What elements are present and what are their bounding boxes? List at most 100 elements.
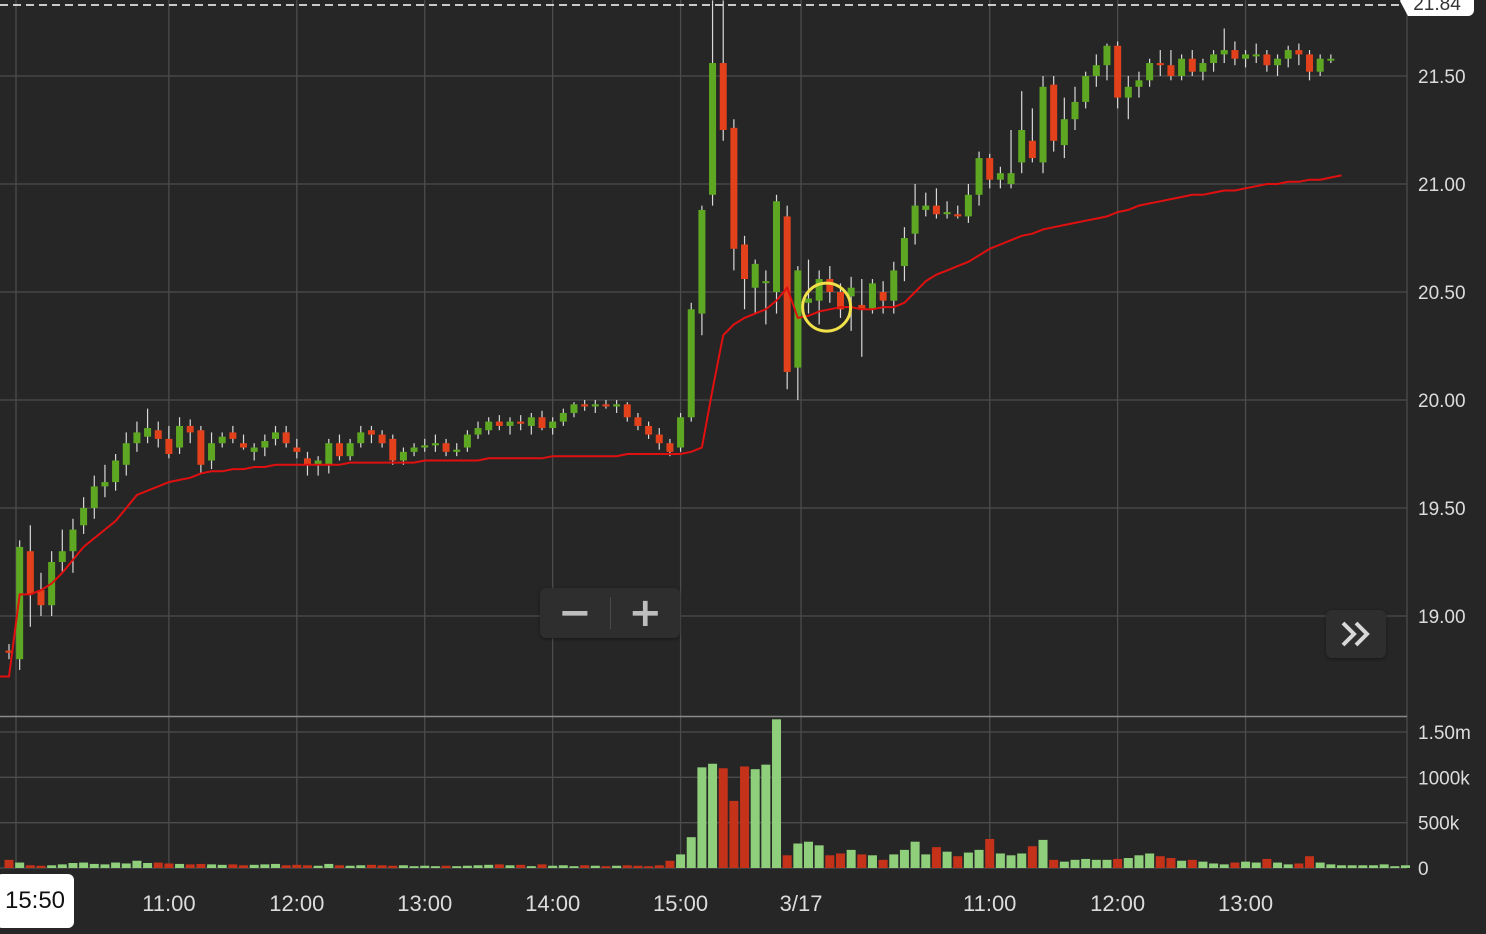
time-tick-label-0: 11:00 [142,891,195,916]
volume-bar-26 [281,865,291,868]
candle-body-113 [1210,54,1218,64]
volume-bar-10 [111,862,121,868]
volume-tick-label-0: 1.50m [1418,723,1471,744]
zoom-in-button[interactable]: + [628,590,662,636]
volume-bar-69 [740,766,750,868]
price-axis: 21.50 21.00 20.50 20.00 19.50 19.00 [1418,67,1466,628]
volume-bar-40 [430,866,440,868]
candle-body-105 [1124,86,1132,98]
candle-body-122 [1306,54,1314,72]
candle-body-42 [453,449,461,452]
candle-body-87 [932,205,940,215]
candle-body-51 [549,421,557,429]
volume-bar-91 [974,849,984,868]
crosshair-time-badge: 15:50 [0,874,74,928]
volume-bar-16 [175,863,185,868]
volume-bar-65 [697,767,707,868]
time-tick-label-8: 13:00 [1218,891,1273,916]
volume-bar-63 [676,854,686,868]
volume-bar-104 [1113,858,1123,868]
volume-bar-27 [292,864,302,868]
candle-body-18 [197,430,205,465]
candle-body-76 [815,279,823,301]
volume-bar-41 [441,865,451,868]
candle-body-33 [357,432,365,444]
candle-body-102 [1092,65,1100,76]
price-tick-label-3: 20.00 [1418,391,1466,412]
candle-body-118 [1263,54,1271,66]
volume-bar-99 [1059,861,1069,868]
highlight-circle [801,281,853,333]
volume-bar-18 [196,863,206,868]
volume-bar-11 [121,863,131,868]
volume-bar-5 [57,864,67,868]
candle-body-107 [1146,63,1154,81]
candle-body-11 [122,443,130,465]
time-tick-label-4: 15:00 [653,891,708,916]
candle-body-10 [112,460,120,483]
candle-body-23 [250,447,258,452]
candle-body-104 [1114,45,1122,98]
candle-body-32 [346,443,354,457]
volume-bar-111 [1187,859,1197,868]
candle-body-123 [1316,58,1324,72]
volume-bar-130 [1390,866,1400,868]
vwap-line [0,174,1342,678]
candle-body-0 [5,650,13,653]
candle-body-82 [879,292,887,301]
price-tick-label-4: 19.50 [1418,499,1466,520]
time-tick-label-6: 11:00 [963,891,1016,916]
volume-bar-127 [1358,865,1368,868]
volume-bar-77 [825,855,835,868]
candle-body-46 [495,421,503,426]
candle-body-66 [709,63,717,195]
zoom-out-button[interactable]: − [557,590,592,636]
candle-body-50 [538,417,546,429]
candle-body-77 [826,279,834,292]
volume-bar-53 [569,866,579,868]
candle-body-95 [1018,130,1026,163]
candle-body-121 [1295,50,1303,55]
volume-bar-45 [484,864,494,868]
volume-bar-112 [1198,861,1208,868]
candle-body-37 [399,451,407,461]
candle-body-91 [975,158,983,195]
volume-bar-19 [207,864,217,868]
candle-body-60 [645,425,653,435]
volume-bar-122 [1305,856,1315,868]
candle-body-71 [762,281,770,284]
volume-bar-32 [345,865,355,868]
candle-body-101 [1082,76,1090,102]
candle-body-90 [964,194,972,217]
volume-bar-60 [644,866,654,868]
volume-bar-64 [686,837,696,868]
price-tick-label-2: 20.50 [1418,283,1466,304]
candle-body-7 [80,508,88,526]
volume-tick-label-3: 0 [1418,859,1429,880]
candle-body-70 [751,263,759,288]
volume-bar-20 [217,864,227,868]
volume-bar-39 [420,865,430,868]
time-tick-label-2: 13:00 [397,891,452,916]
scroll-to-latest-button[interactable] [1326,610,1386,658]
candle-body-67 [719,63,727,130]
volume-bar-123 [1315,862,1325,868]
candle-body-56 [602,404,610,407]
volume-bar-61 [654,865,664,868]
volume-bar-46 [494,864,504,868]
candle-body-13 [144,428,152,437]
volume-bar-80 [857,854,867,868]
volume-bar-93 [995,853,1005,868]
candle-body-99 [1060,119,1068,146]
volume-bar-102 [1091,859,1101,868]
candle-body-64 [687,309,695,418]
volume-bar-57 [612,865,622,868]
volume-bar-95 [1017,853,1027,868]
volume-bar-124 [1326,864,1336,868]
candle-body-49 [527,417,535,426]
candle-body-36 [389,438,397,461]
volume-bar-78 [835,853,845,868]
volume-bar-97 [1038,839,1048,868]
candle-body-109 [1167,65,1175,76]
